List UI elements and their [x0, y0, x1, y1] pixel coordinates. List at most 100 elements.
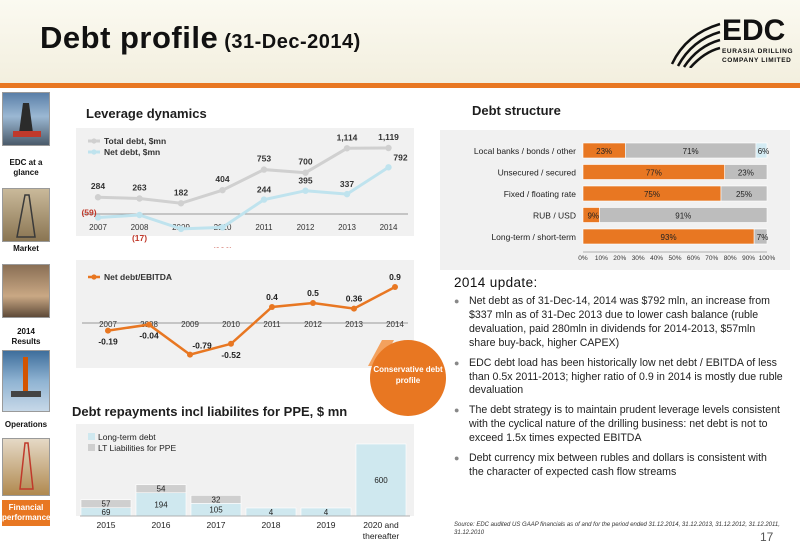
data-label: 0.36: [346, 294, 363, 304]
sidebar-item-operations[interactable]: Operations: [4, 420, 48, 429]
bar-label: 7%: [757, 233, 769, 242]
bar-label: 105: [209, 506, 223, 515]
bar-segment: [599, 207, 768, 223]
x-tick-label: 30%: [632, 255, 645, 262]
data-point: [260, 196, 268, 203]
header-band: [0, 0, 800, 88]
data-point: [136, 195, 143, 202]
series-line: [107, 285, 396, 356]
bar-label: 4: [324, 508, 329, 517]
x-tick-label: 20%: [613, 255, 626, 262]
update-bullet: ● The debt strategy is to maintain pruden…: [454, 404, 784, 446]
bar-label: 9%: [587, 212, 599, 221]
data-label: 0.9: [389, 272, 401, 282]
legend-swatch: [88, 444, 95, 451]
category-label: Unsecured / secured: [498, 168, 577, 178]
data-label: -0.52: [221, 350, 241, 360]
category-label: Long-term / short-term: [491, 232, 576, 242]
bar-label: 93%: [661, 233, 677, 242]
sidebar-item-market[interactable]: Market: [13, 244, 39, 253]
data-point: [146, 321, 152, 328]
page-number: 17: [760, 530, 774, 544]
x-tick-label: 2015: [97, 520, 116, 530]
x-tick-label: 10%: [595, 255, 608, 262]
net-debt-ebitda-chart: 20072008200920102011201220132014-0.19-0.…: [82, 272, 408, 360]
category-label: Fixed / floating rate: [504, 189, 577, 199]
data-label: -0.04: [139, 331, 159, 341]
bar-segment: [720, 185, 768, 202]
legend-label: Net debt, $mn: [104, 147, 160, 157]
data-label: 244: [257, 185, 271, 195]
legend-swatch: [88, 433, 95, 440]
data-point: [302, 187, 309, 194]
bar-label: 600: [374, 476, 388, 485]
bullet-text: EDC debt load has been historically low …: [469, 356, 783, 397]
x-tick-label: 2017: [207, 520, 226, 530]
badge-text: Conservative debt profile: [373, 365, 443, 385]
sidebar-item-2014-results[interactable]: 2014 Results: [11, 327, 41, 346]
data-label: -0.19: [98, 337, 118, 347]
bar-label: 25%: [736, 190, 752, 199]
page-title: Debt profile (31-Dec-2014): [40, 20, 361, 56]
x-tick-label: 2014: [380, 223, 398, 232]
data-label: (252): [171, 247, 191, 248]
source-note: Source: EDC audited US GAAP financials a…: [454, 522, 780, 536]
data-label: 284: [91, 181, 105, 191]
x-tick-label: 2007: [89, 223, 107, 232]
x-tick-label-2: thereafter: [363, 531, 400, 541]
data-point: [228, 340, 234, 347]
data-point: [94, 194, 102, 201]
x-tick-label: 2010: [222, 320, 240, 329]
legend-marker: [91, 274, 97, 280]
bar-label: 23%: [596, 147, 612, 156]
data-point: [343, 145, 351, 152]
x-tick-label: 100%: [759, 255, 776, 262]
data-point: [385, 164, 392, 171]
data-label: 792: [393, 152, 407, 162]
bar-label: 91%: [675, 212, 691, 221]
land-rig-icon: [19, 442, 34, 490]
x-tick-label: 2007: [99, 320, 117, 329]
legend-label: LT Liabilities for PPE: [98, 443, 176, 453]
data-point: [343, 190, 351, 198]
bar-segment: [190, 495, 242, 504]
bar-label: 75%: [644, 190, 660, 199]
data-point: [219, 186, 226, 194]
data-point: [269, 304, 275, 310]
bar-segment: [724, 164, 768, 180]
update-title: 2014 update:: [454, 275, 538, 290]
title-date: (31-Dec-2014): [224, 31, 361, 53]
logo-wordmark: EDC: [722, 14, 786, 47]
debt-structure-bar-chart: Local banks / bonds / other 23% 71% 6% Unsec…: [474, 142, 776, 262]
derrick-image-icon: [16, 194, 36, 238]
bar-label: 23%: [738, 169, 754, 178]
bar-label: 57: [102, 500, 111, 509]
series-line-0: [97, 146, 389, 205]
data-point: [187, 351, 193, 358]
x-tick-label: 2019: [317, 520, 336, 530]
bullet-dot-icon: ●: [454, 296, 460, 306]
data-label: 182: [174, 187, 188, 197]
bar-segment: [80, 499, 132, 509]
sidebar-item-edc-at-a-glance[interactable]: EDC at a glance: [9, 158, 43, 177]
x-tick-label: 2011: [263, 320, 281, 329]
x-tick-label: 2018: [262, 520, 281, 530]
legend-label: Net debt/EBITDA: [104, 272, 172, 282]
x-tick-label: 2016: [152, 520, 171, 530]
rig-photo-1: [2, 92, 50, 146]
debt-structure-title: Debt structure: [472, 103, 561, 118]
update-bullet: ● Net debt as of 31-Dec-14, 2014 was $792…: [454, 295, 784, 351]
x-tick-label: 2012: [304, 320, 322, 329]
sidebar-item-financial-performance[interactable]: Financial performance: [2, 500, 50, 526]
bar-label: 4: [269, 508, 274, 517]
data-point: [219, 224, 226, 231]
rig-photo-4: [2, 438, 50, 496]
bar-label: 54: [157, 485, 166, 494]
sidebar-nav: EDC at a glance Market 2014 Results Oper…: [0, 92, 52, 532]
data-label: 0.4: [266, 292, 278, 302]
data-point: [94, 214, 102, 221]
edc-logo: EDC EURASIA DRILLING COMPANY LIMITED: [668, 10, 793, 70]
bar-label: 77%: [646, 169, 662, 178]
update-bullet: ● EDC debt load has been historically low…: [454, 357, 784, 399]
